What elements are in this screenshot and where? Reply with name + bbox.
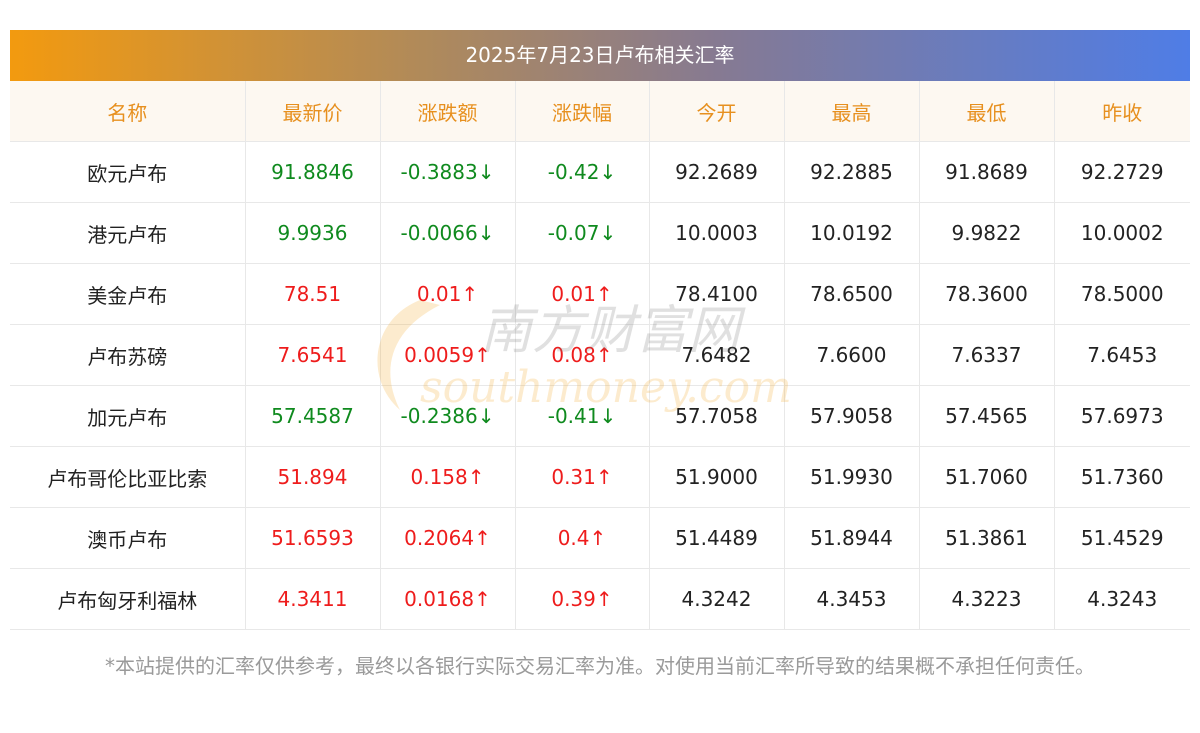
cell-prev-close: 78.5000 (1054, 263, 1190, 325)
cell-low: 51.3861 (919, 507, 1055, 569)
cell-open: 4.3242 (649, 568, 785, 630)
cell-latest: 9.9936 (245, 202, 381, 264)
cell-latest: 57.4587 (245, 385, 381, 447)
cell-latest: 51.894 (245, 446, 381, 508)
cell-open: 51.9000 (649, 446, 785, 508)
cell-prev-close: 10.0002 (1054, 202, 1190, 264)
cell-low: 4.3223 (919, 568, 1055, 630)
disclaimer-note: *本站提供的汇率仅供参考，最终以各银行实际交易汇率为准。对使用当前汇率所导致的结… (105, 654, 1095, 678)
cell-high: 7.6600 (784, 324, 920, 386)
table-row: 港元卢布 9.9936 -0.0066↓ -0.07↓ 10.0003 10.0192 9.… (10, 202, 1190, 264)
cell-name: 卢布哥伦比亚比索 (10, 446, 246, 508)
table-row: 卢布苏磅 7.6541 0.0059↑ 0.08↑ 7.6482 7.6600 7.6337… (10, 324, 1190, 386)
cell-low: 91.8689 (919, 141, 1055, 203)
table-row: 加元卢布 57.4587 -0.2386↓ -0.41↓ 57.7058 57.9058 5… (10, 385, 1190, 447)
column-header: 涨跌额 (380, 81, 516, 142)
cell-prev-close: 57.6973 (1054, 385, 1190, 447)
cell-change-pct: 0.39↑ (515, 568, 650, 630)
cell-low: 51.7060 (919, 446, 1055, 508)
cell-open: 7.6482 (649, 324, 785, 386)
cell-prev-close: 4.3243 (1054, 568, 1190, 630)
column-header: 今开 (649, 81, 785, 142)
cell-open: 10.0003 (649, 202, 785, 264)
column-header: 最新价 (245, 81, 381, 142)
cell-change: 0.2064↑ (380, 507, 516, 569)
cell-high: 78.6500 (784, 263, 920, 325)
column-header: 名称 (10, 81, 246, 142)
rate-panel: 2025年7月23日卢布相关汇率 名称 最新价 涨跌额 涨跌幅 今开 最高 最低… (10, 30, 1190, 630)
cell-low: 7.6337 (919, 324, 1055, 386)
cell-prev-close: 7.6453 (1054, 324, 1190, 386)
table-title: 2025年7月23日卢布相关汇率 (10, 30, 1190, 81)
column-header: 最高 (784, 81, 920, 142)
cell-open: 57.7058 (649, 385, 785, 447)
cell-high: 10.0192 (784, 202, 920, 264)
cell-change-pct: -0.41↓ (515, 385, 650, 447)
exchange-rate-table: 名称 最新价 涨跌额 涨跌幅 今开 最高 最低 昨收 欧元卢布 91.8846 -0… (10, 81, 1190, 630)
table-row: 卢布哥伦比亚比索 51.894 0.158↑ 0.31↑ 51.9000 51.9930 5… (10, 446, 1190, 508)
cell-name: 港元卢布 (10, 202, 246, 264)
cell-change: -0.2386↓ (380, 385, 516, 447)
cell-change-pct: 0.31↑ (515, 446, 650, 508)
cell-change-pct: -0.42↓ (515, 141, 650, 203)
cell-open: 92.2689 (649, 141, 785, 203)
cell-name: 卢布苏磅 (10, 324, 246, 386)
table-row: 卢布匈牙利福林 4.3411 0.0168↑ 0.39↑ 4.3242 4.3453 4.3… (10, 568, 1190, 630)
column-header: 最低 (919, 81, 1055, 142)
cell-change: -0.0066↓ (380, 202, 516, 264)
table-row: 美金卢布 78.51 0.01↑ 0.01↑ 78.4100 78.6500 78.3600… (10, 263, 1190, 325)
cell-open: 51.4489 (649, 507, 785, 569)
cell-latest: 91.8846 (245, 141, 381, 203)
cell-name: 美金卢布 (10, 263, 246, 325)
cell-low: 78.3600 (919, 263, 1055, 325)
cell-prev-close: 92.2729 (1054, 141, 1190, 203)
cell-high: 51.8944 (784, 507, 920, 569)
cell-change-pct: 0.08↑ (515, 324, 650, 386)
cell-change: 0.0168↑ (380, 568, 516, 630)
cell-name: 欧元卢布 (10, 141, 246, 203)
table-row: 澳币卢布 51.6593 0.2064↑ 0.4↑ 51.4489 51.8944 51.3… (10, 507, 1190, 569)
cell-low: 57.4565 (919, 385, 1055, 447)
cell-low: 9.9822 (919, 202, 1055, 264)
header-row: 名称 最新价 涨跌额 涨跌幅 今开 最高 最低 昨收 (10, 81, 1190, 142)
table-row: 欧元卢布 91.8846 -0.3883↓ -0.42↓ 92.2689 92.2885 9… (10, 141, 1190, 203)
cell-change: 0.01↑ (380, 263, 516, 325)
cell-change-pct: 0.01↑ (515, 263, 650, 325)
cell-change-pct: -0.07↓ (515, 202, 650, 264)
cell-change: 0.158↑ (380, 446, 516, 508)
cell-change: 0.0059↑ (380, 324, 516, 386)
cell-latest: 4.3411 (245, 568, 381, 630)
cell-high: 4.3453 (784, 568, 920, 630)
cell-change-pct: 0.4↑ (515, 507, 650, 569)
cell-high: 92.2885 (784, 141, 920, 203)
cell-high: 51.9930 (784, 446, 920, 508)
cell-latest: 7.6541 (245, 324, 381, 386)
cell-prev-close: 51.7360 (1054, 446, 1190, 508)
cell-change: -0.3883↓ (380, 141, 516, 203)
column-header: 昨收 (1054, 81, 1190, 142)
cell-name: 加元卢布 (10, 385, 246, 447)
cell-name: 卢布匈牙利福林 (10, 568, 246, 630)
cell-latest: 51.6593 (245, 507, 381, 569)
cell-latest: 78.51 (245, 263, 381, 325)
column-header: 涨跌幅 (515, 81, 650, 142)
cell-name: 澳币卢布 (10, 507, 246, 569)
cell-prev-close: 51.4529 (1054, 507, 1190, 569)
cell-open: 78.4100 (649, 263, 785, 325)
cell-high: 57.9058 (784, 385, 920, 447)
